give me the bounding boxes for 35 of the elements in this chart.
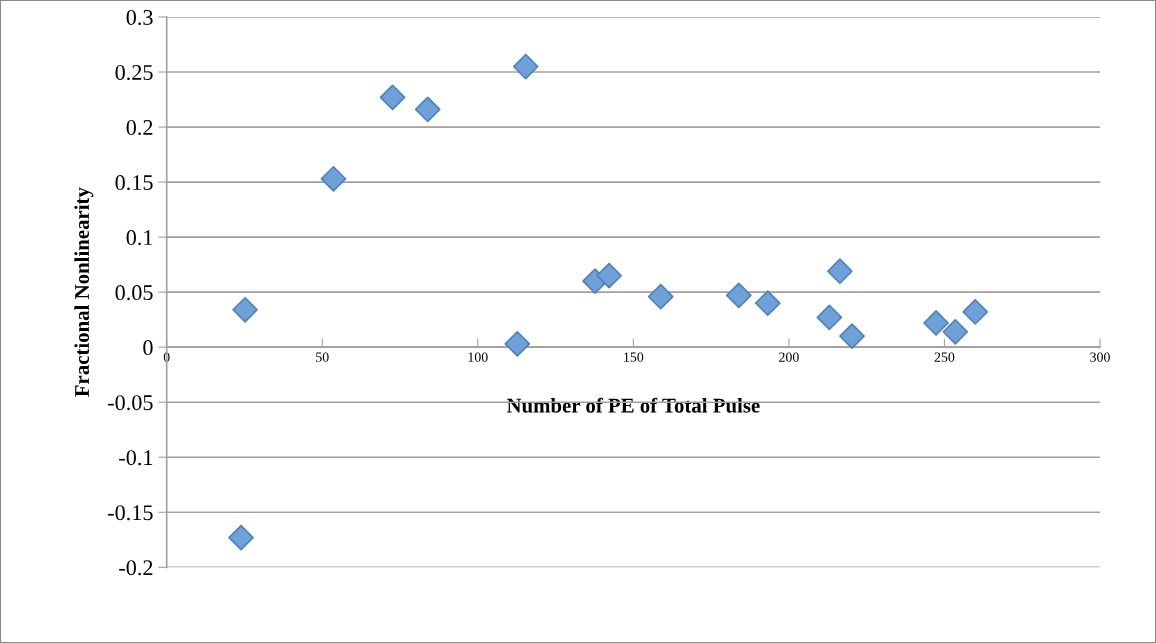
point — [512, 53, 539, 80]
point — [962, 299, 989, 325]
x-tick-label: 150 — [624, 352, 644, 362]
point — [504, 331, 531, 357]
point — [647, 283, 674, 310]
point — [923, 310, 949, 336]
y-tick-label: 0.05 — [115, 285, 153, 301]
y-tick-label: -0.15 — [108, 505, 153, 521]
x-tick-label: 250 — [934, 352, 955, 362]
y-tick-label: 0.15 — [115, 175, 153, 191]
point — [827, 258, 853, 285]
x-tick-label: 100 — [468, 352, 488, 362]
y-tick-label: 0.25 — [115, 64, 153, 81]
point — [839, 323, 865, 350]
point — [414, 96, 441, 123]
point — [596, 262, 622, 289]
point — [320, 165, 347, 192]
point — [754, 290, 781, 317]
x-tick-label: 200 — [779, 352, 799, 362]
x-tick-label: 0 — [163, 352, 170, 362]
y-axis-title: Fractional Nonlinearity — [74, 187, 94, 397]
y-tick-label: -0.1 — [119, 450, 153, 466]
point — [379, 84, 406, 111]
y-tick-label: -0.05 — [108, 395, 153, 411]
x-tick-label: 300 — [1090, 352, 1110, 362]
y-tick-label: 0.1 — [126, 230, 153, 246]
y-tick-label: 0.3 — [126, 9, 153, 26]
y-tick-label: 0.2 — [126, 119, 153, 136]
x-tick-label: 50 — [316, 352, 329, 362]
point — [725, 282, 752, 309]
y-tick-label: -0.2 — [119, 560, 153, 576]
point — [228, 524, 254, 551]
point — [942, 318, 969, 345]
point — [816, 304, 843, 331]
point — [232, 296, 258, 323]
